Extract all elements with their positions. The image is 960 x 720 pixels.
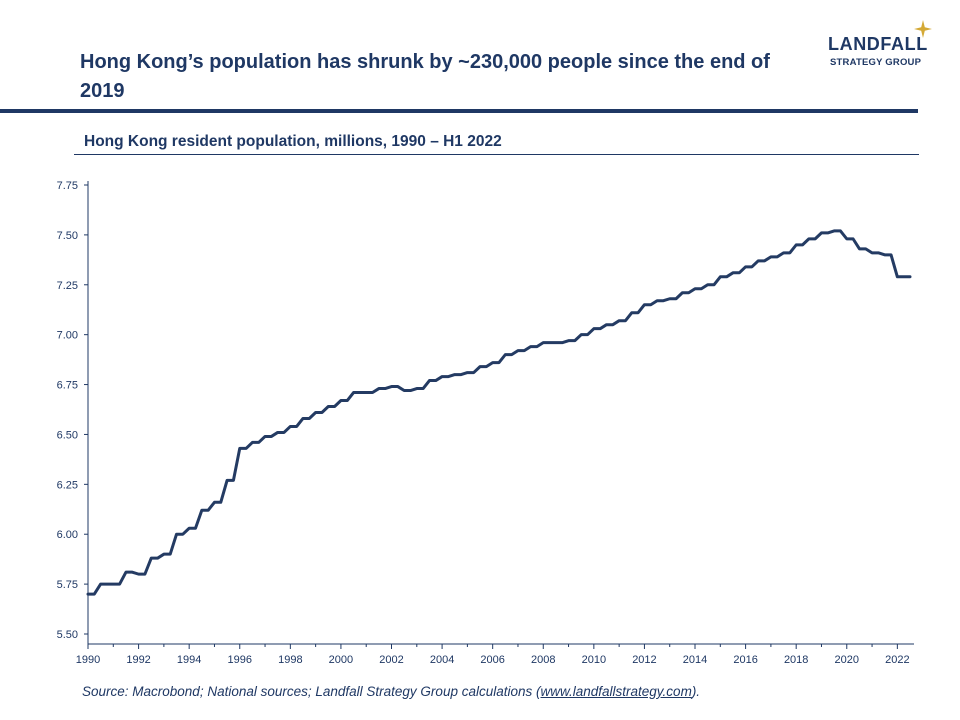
x-tick-label: 1990 <box>76 654 100 666</box>
logo-tagline: STRATEGY GROUP <box>830 57 922 68</box>
y-tick-label: 7.75 <box>57 180 78 192</box>
y-tick-label: 7.25 <box>57 280 78 292</box>
source-link[interactable]: www.landfallstrategy.com <box>540 684 692 699</box>
subtitle-divider <box>74 154 919 155</box>
population-line-chart: 5.50 5.75 6.00 6.25 6.50 6.75 7.00 7.25 7.50 7.75… <box>57 180 914 666</box>
x-tick-label: 2002 <box>379 654 403 666</box>
y-tick-label: 7.00 <box>57 330 78 342</box>
y-tick-label: 5.75 <box>57 579 78 591</box>
x-tick-label: 2000 <box>329 654 353 666</box>
landfall-logo: LANDFALL STRATEGY GROUP <box>828 20 938 74</box>
x-tick-label: 1998 <box>278 654 302 666</box>
series-line <box>86 229 912 596</box>
x-tick-label: 2014 <box>683 654 707 666</box>
logo-name: LANDFALL <box>828 34 928 54</box>
x-tick-label: 2020 <box>835 654 859 666</box>
page-title: Hong Kong’s population has shrunk by ~23… <box>80 51 770 102</box>
y-tick-label: 6.50 <box>57 429 78 441</box>
x-tick-label: 1992 <box>126 654 150 666</box>
source-suffix: ). <box>691 684 701 699</box>
x-tick-label: 2016 <box>733 654 757 666</box>
y-tick-label: 7.50 <box>57 230 78 242</box>
y-tick-label: 6.25 <box>57 479 78 491</box>
y-tick-label: 5.50 <box>57 629 78 641</box>
x-tick-label: 2010 <box>582 654 606 666</box>
compass-star-icon <box>914 20 932 38</box>
x-tick-label: 2006 <box>480 654 504 666</box>
x-tick-label: 2008 <box>531 654 555 666</box>
y-tick-label: 6.00 <box>57 529 78 541</box>
x-tick-label: 1996 <box>228 654 252 666</box>
source-text: Source: Macrobond; National sources; Lan… <box>82 684 541 699</box>
x-tick-label: 2004 <box>430 654 454 666</box>
y-tick-label: 6.75 <box>57 380 78 392</box>
x-tick-label: 1994 <box>177 654 201 666</box>
source-note: Source: Macrobond; National sources; Lan… <box>82 684 700 699</box>
x-tick-label: 2022 <box>885 654 909 666</box>
x-tick-label: 2012 <box>632 654 656 666</box>
header-divider <box>0 109 918 113</box>
x-tick-label: 2018 <box>784 654 808 666</box>
chart-subtitle: Hong Kong resident population, millions,… <box>84 133 502 150</box>
